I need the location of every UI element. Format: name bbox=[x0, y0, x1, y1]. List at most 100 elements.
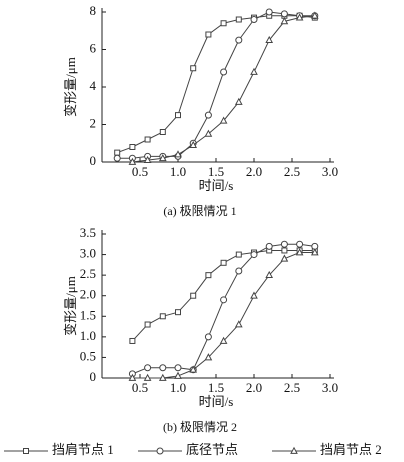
marker bbox=[250, 251, 258, 259]
marker bbox=[280, 240, 288, 248]
marker bbox=[189, 365, 198, 373]
marker bbox=[265, 270, 274, 279]
marker bbox=[280, 254, 289, 262]
marker bbox=[205, 31, 212, 38]
marker bbox=[144, 136, 151, 143]
y-tick-label: 0 bbox=[90, 369, 97, 384]
y-tick-label: 3.5 bbox=[80, 225, 96, 240]
marker bbox=[220, 296, 228, 304]
x-tick-label: 0.5 bbox=[132, 380, 148, 395]
y-tick-label: 4 bbox=[90, 78, 97, 93]
marker bbox=[310, 11, 319, 19]
marker bbox=[159, 129, 166, 135]
marker bbox=[295, 13, 304, 21]
y-axis-label: 变形量/μm bbox=[63, 57, 78, 117]
series-line bbox=[117, 15, 315, 154]
x-tick-label: 2.5 bbox=[284, 164, 300, 179]
marker bbox=[174, 364, 182, 372]
marker bbox=[175, 112, 181, 119]
marker bbox=[159, 364, 167, 372]
marker bbox=[220, 68, 228, 76]
marker bbox=[295, 248, 304, 256]
marker bbox=[204, 129, 213, 137]
legend-label: 底径节点 bbox=[186, 442, 238, 457]
marker bbox=[114, 149, 121, 156]
x-tick-label: 3.0 bbox=[322, 164, 338, 179]
legend-label: 挡肩节点 1 bbox=[52, 442, 114, 457]
x-tick-label: 2.0 bbox=[246, 380, 262, 395]
marker bbox=[281, 247, 288, 254]
marker bbox=[143, 155, 152, 164]
x-axis-label: 时间/s bbox=[199, 394, 234, 409]
legend-marker bbox=[290, 446, 298, 454]
marker bbox=[250, 67, 258, 75]
chart-title: (b) 极限情况 2 bbox=[163, 420, 237, 434]
marker bbox=[204, 333, 212, 341]
marker bbox=[234, 320, 243, 328]
marker bbox=[129, 144, 136, 150]
marker bbox=[310, 248, 319, 256]
legend-marker bbox=[156, 447, 164, 455]
marker bbox=[204, 111, 212, 119]
x-tick-label: 3.0 bbox=[322, 380, 338, 395]
y-axis-label: 变形量/μm bbox=[63, 276, 78, 336]
y-tick-label: 1.5 bbox=[80, 307, 96, 322]
marker bbox=[158, 153, 167, 162]
series-line bbox=[117, 11, 315, 159]
y-tick-label: 2.0 bbox=[80, 287, 96, 302]
marker bbox=[144, 321, 151, 328]
x-tick-label: 0.5 bbox=[132, 164, 148, 179]
series-line bbox=[132, 252, 315, 379]
y-tick-label: 2.5 bbox=[80, 266, 96, 281]
marker bbox=[219, 116, 228, 124]
marker bbox=[190, 65, 197, 72]
marker bbox=[175, 309, 181, 316]
x-axis-label: 时间/s bbox=[199, 178, 234, 193]
y-tick-label: 2 bbox=[90, 115, 97, 130]
y-tick-label: 3.0 bbox=[80, 246, 96, 261]
marker bbox=[144, 364, 152, 372]
marker bbox=[235, 267, 243, 275]
marker bbox=[219, 336, 228, 344]
marker bbox=[113, 154, 121, 162]
marker bbox=[158, 373, 167, 381]
marker bbox=[234, 97, 243, 105]
marker bbox=[204, 353, 213, 361]
y-tick-label: 0.5 bbox=[80, 348, 96, 363]
marker bbox=[189, 140, 198, 149]
marker bbox=[190, 292, 197, 299]
marker bbox=[280, 10, 288, 18]
marker bbox=[129, 337, 136, 344]
marker bbox=[235, 16, 242, 23]
y-tick-label: 1.0 bbox=[80, 328, 96, 343]
series-line bbox=[132, 15, 315, 163]
y-tick-label: 8 bbox=[90, 3, 97, 18]
marker bbox=[265, 35, 274, 44]
marker bbox=[174, 150, 182, 158]
x-tick-label: 1.0 bbox=[170, 164, 186, 179]
y-tick-label: 6 bbox=[90, 40, 97, 55]
x-tick-label: 2.0 bbox=[246, 164, 262, 179]
marker bbox=[174, 371, 182, 379]
marker bbox=[280, 17, 289, 25]
x-tick-label: 1.5 bbox=[208, 164, 224, 179]
marker bbox=[235, 251, 242, 258]
x-tick-label: 1.5 bbox=[208, 380, 224, 395]
marker bbox=[265, 8, 273, 16]
marker bbox=[128, 157, 137, 165]
marker bbox=[143, 373, 152, 381]
marker bbox=[128, 373, 137, 381]
marker bbox=[220, 259, 227, 266]
marker bbox=[220, 20, 227, 27]
x-tick-label: 1.0 bbox=[170, 380, 186, 395]
marker bbox=[250, 291, 258, 299]
x-tick-label: 2.5 bbox=[284, 380, 300, 395]
marker bbox=[205, 272, 212, 279]
marker bbox=[159, 313, 166, 320]
marker bbox=[235, 36, 243, 44]
chart-title: (a) 极限情况 1 bbox=[163, 204, 236, 218]
marker bbox=[265, 242, 273, 250]
marker bbox=[250, 16, 258, 23]
legend-label: 挡肩节点 2 bbox=[320, 442, 382, 457]
